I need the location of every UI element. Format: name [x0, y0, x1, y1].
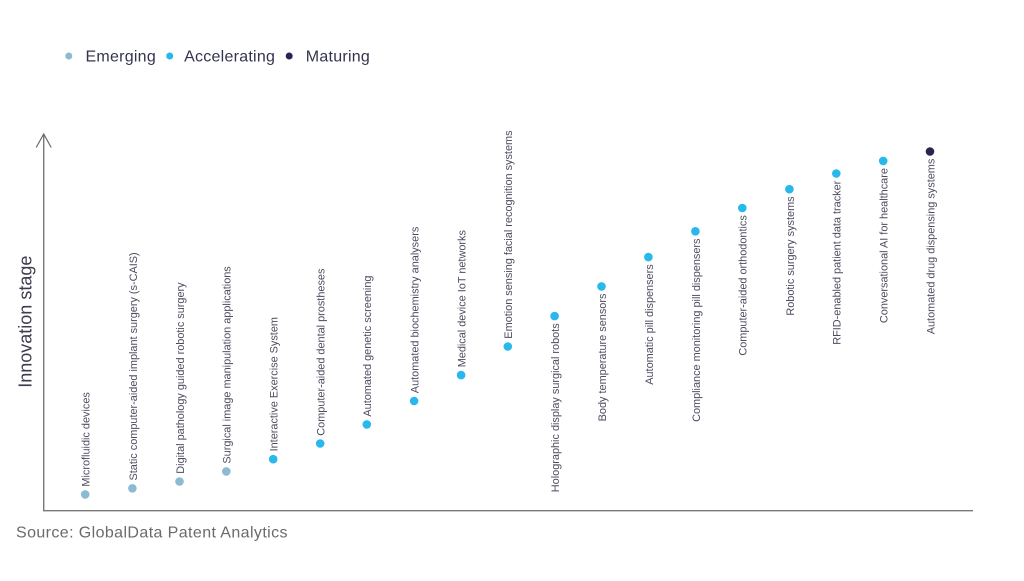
- svg-text:Surgical image manipulation ap: Surgical image manipulation applications: [222, 266, 234, 464]
- svg-text:Static computer-aided implant: Static computer-aided implant surgery (s…: [128, 252, 140, 480]
- svg-text:Emerging: Emerging: [86, 49, 156, 66]
- svg-text:Robotic surgery systems: Robotic surgery systems: [785, 196, 797, 316]
- svg-text:Source: GlobalData Patent Anal: Source: GlobalData Patent Analytics: [16, 525, 288, 542]
- svg-text:Computer-aided dental prosthes: Computer-aided dental prostheses: [316, 268, 328, 436]
- svg-text:Emotion sensing facial recogni: Emotion sensing facial recognition syste…: [503, 130, 515, 339]
- svg-text:Conversational AI for healthca: Conversational AI for healthcare: [879, 168, 891, 323]
- svg-text:RFID-enabled patient data trac: RFID-enabled patient data tracker: [832, 180, 844, 344]
- svg-text:Medical device IoT networks: Medical device IoT networks: [457, 230, 469, 368]
- svg-text:Compliance monitoring pill dis: Compliance monitoring pill dispensers: [691, 238, 703, 422]
- svg-text:Digital pathology guided robot: Digital pathology guided robotic surgery: [175, 282, 187, 474]
- svg-text:Computer-aided orthodontics: Computer-aided orthodontics: [738, 215, 750, 356]
- svg-text:Innovation stage: Innovation stage: [16, 256, 36, 388]
- svg-text:Holographic display surgical r: Holographic display surgical robots: [550, 323, 562, 492]
- svg-text:Interactive Exercise System: Interactive Exercise System: [269, 317, 281, 451]
- svg-text:Body temperature sensors: Body temperature sensors: [597, 293, 609, 421]
- svg-text:Maturing: Maturing: [306, 49, 370, 66]
- svg-text:Accelerating: Accelerating: [184, 49, 275, 66]
- svg-text:Automatic pill dispensers: Automatic pill dispensers: [644, 264, 656, 385]
- svg-text:Automated drug dispensing syst: Automated drug dispensing systems: [925, 158, 937, 334]
- svg-text:Automated genetic screening: Automated genetic screening: [362, 276, 374, 417]
- svg-text:Microfluidic devices: Microfluidic devices: [81, 392, 93, 487]
- svg-text:Automated biochemistry analyse: Automated biochemistry analysers: [410, 226, 422, 393]
